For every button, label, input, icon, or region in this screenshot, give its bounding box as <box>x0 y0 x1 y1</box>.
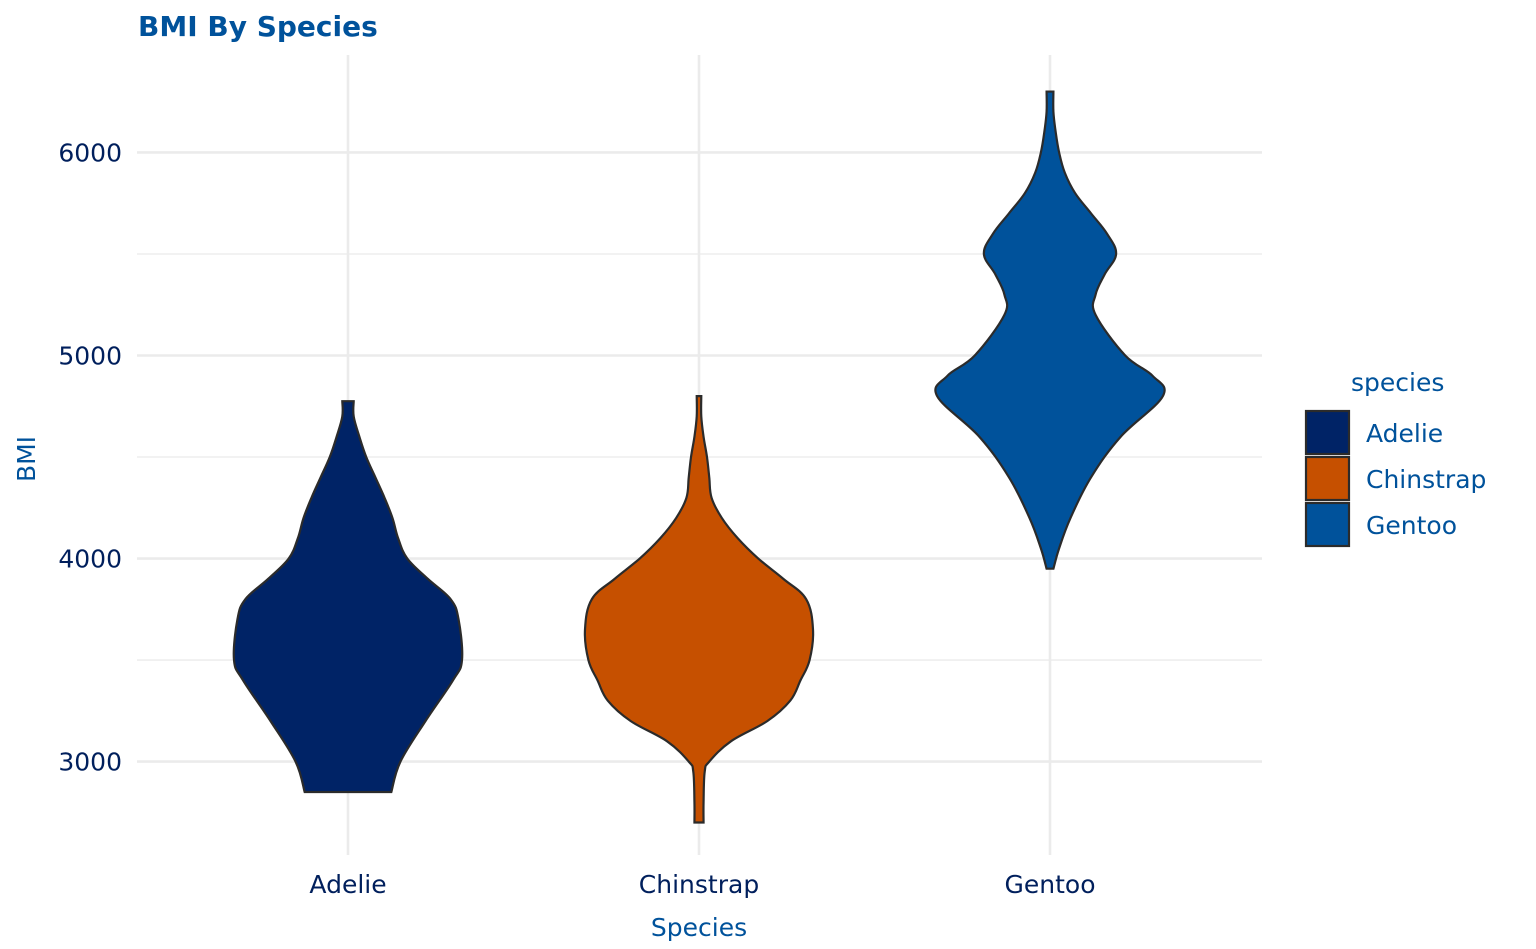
y-axis-title: BMI <box>12 436 41 482</box>
y-tick-label: 3000 <box>58 748 122 777</box>
legend-label-chinstrap: Chinstrap <box>1366 465 1486 494</box>
x-tick-label: Adelie <box>309 870 386 899</box>
y-tick-label: 4000 <box>58 545 122 574</box>
legend-key-chinstrap <box>1306 457 1349 500</box>
x-tick-label: Chinstrap <box>639 870 759 899</box>
legend-label-adelie: Adelie <box>1366 419 1443 448</box>
legend-title: species <box>1351 368 1444 397</box>
violin-gentoo <box>935 92 1164 569</box>
y-tick-label: 6000 <box>58 138 122 167</box>
y-tick-label: 5000 <box>58 342 122 371</box>
axis-layer: 3000 4000 5000 6000 Adelie Chinstrap Gentoo <box>58 138 1095 899</box>
legend-key-adelie <box>1306 411 1349 454</box>
chart-title: BMI By Species <box>138 10 378 43</box>
legend-entries: Adelie Chinstrap Gentoo <box>1306 411 1486 546</box>
x-tick-label: Gentoo <box>1005 870 1096 899</box>
legend-label-gentoo: Gentoo <box>1366 511 1457 540</box>
violin-chinstrap <box>585 396 813 822</box>
violin-adelie <box>234 401 462 792</box>
legend: species Adelie Chinstrap Gentoo <box>1306 368 1486 546</box>
x-axis-title: Species <box>651 913 747 942</box>
legend-key-gentoo <box>1306 503 1349 546</box>
